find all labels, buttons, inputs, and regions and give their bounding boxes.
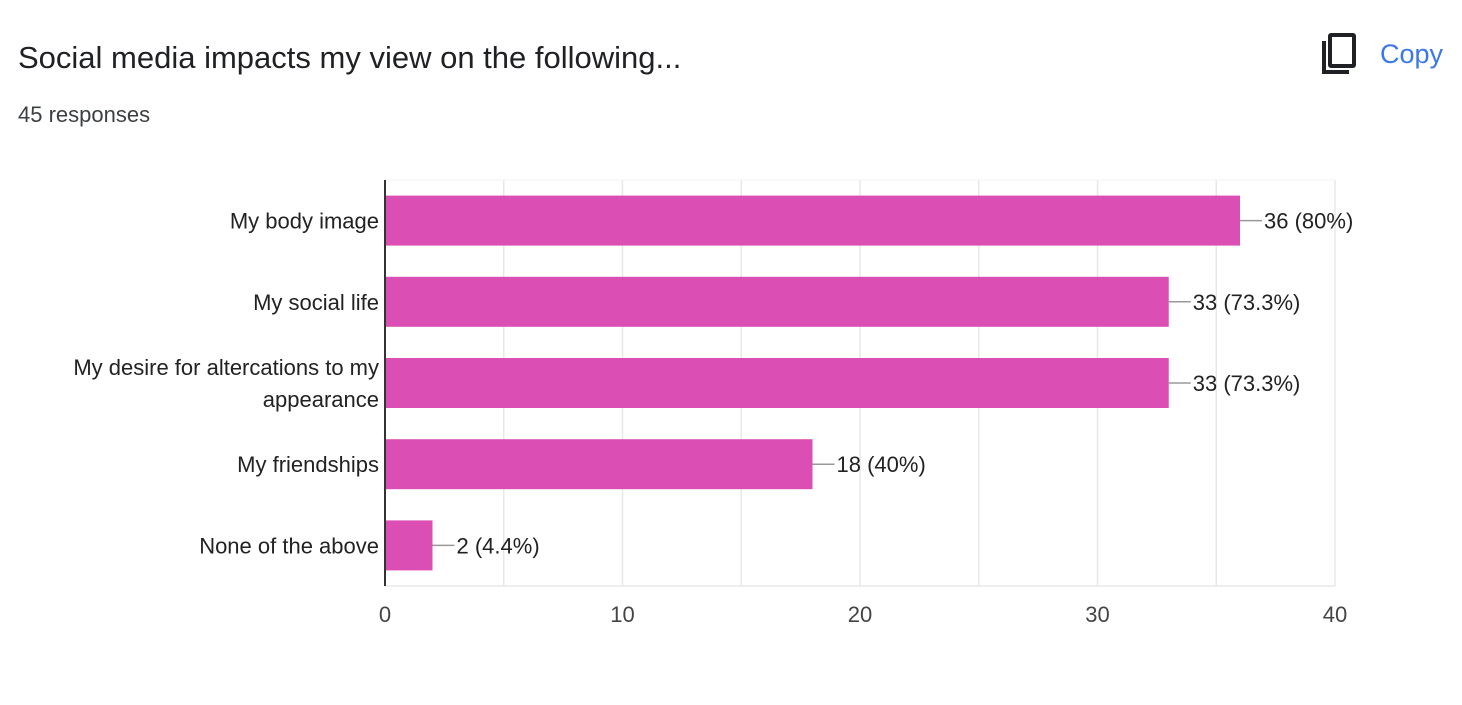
category-label: None of the above bbox=[199, 533, 379, 558]
value-labels: 36 (80%) 33 (73.3%) 33 (73.3%) 18 (40%) 2 (4… bbox=[432, 209, 1353, 558]
bar bbox=[385, 195, 1240, 246]
copy-icon bbox=[1322, 33, 1356, 74]
value-label: 18 (40%) bbox=[837, 452, 926, 477]
x-tick-label: 20 bbox=[848, 602, 872, 627]
bar bbox=[385, 358, 1169, 408]
x-tick-label: 40 bbox=[1323, 602, 1347, 627]
value-label: 33 (73.3%) bbox=[1193, 290, 1301, 315]
copy-button[interactable]: Copy bbox=[1314, 30, 1449, 78]
x-tick-label: 0 bbox=[379, 602, 391, 627]
x-tick-label: 10 bbox=[610, 602, 634, 627]
category-labels: My body image My social life My desire for… bbox=[73, 209, 379, 559]
category-label: My friendships bbox=[237, 452, 379, 477]
category-label: My desire for altercations to my bbox=[73, 355, 379, 380]
bar bbox=[385, 276, 1169, 327]
category-label: My body image bbox=[230, 209, 379, 234]
bars bbox=[385, 195, 1240, 571]
copy-label: Copy bbox=[1380, 38, 1444, 69]
value-label: 36 (80%) bbox=[1264, 209, 1353, 234]
category-label: appearance bbox=[263, 387, 379, 412]
chart-title: Social media impacts my view on the foll… bbox=[18, 40, 682, 75]
value-label: 33 (73.3%) bbox=[1193, 371, 1301, 396]
category-label: My social life bbox=[253, 290, 379, 315]
bar bbox=[385, 520, 433, 571]
value-label: 2 (4.4%) bbox=[457, 533, 540, 558]
x-tick-label: 30 bbox=[1085, 602, 1109, 627]
x-axis-ticks: 0 10 20 30 40 bbox=[379, 180, 1347, 627]
response-count: 45 responses bbox=[18, 102, 151, 127]
bar bbox=[385, 439, 813, 490]
